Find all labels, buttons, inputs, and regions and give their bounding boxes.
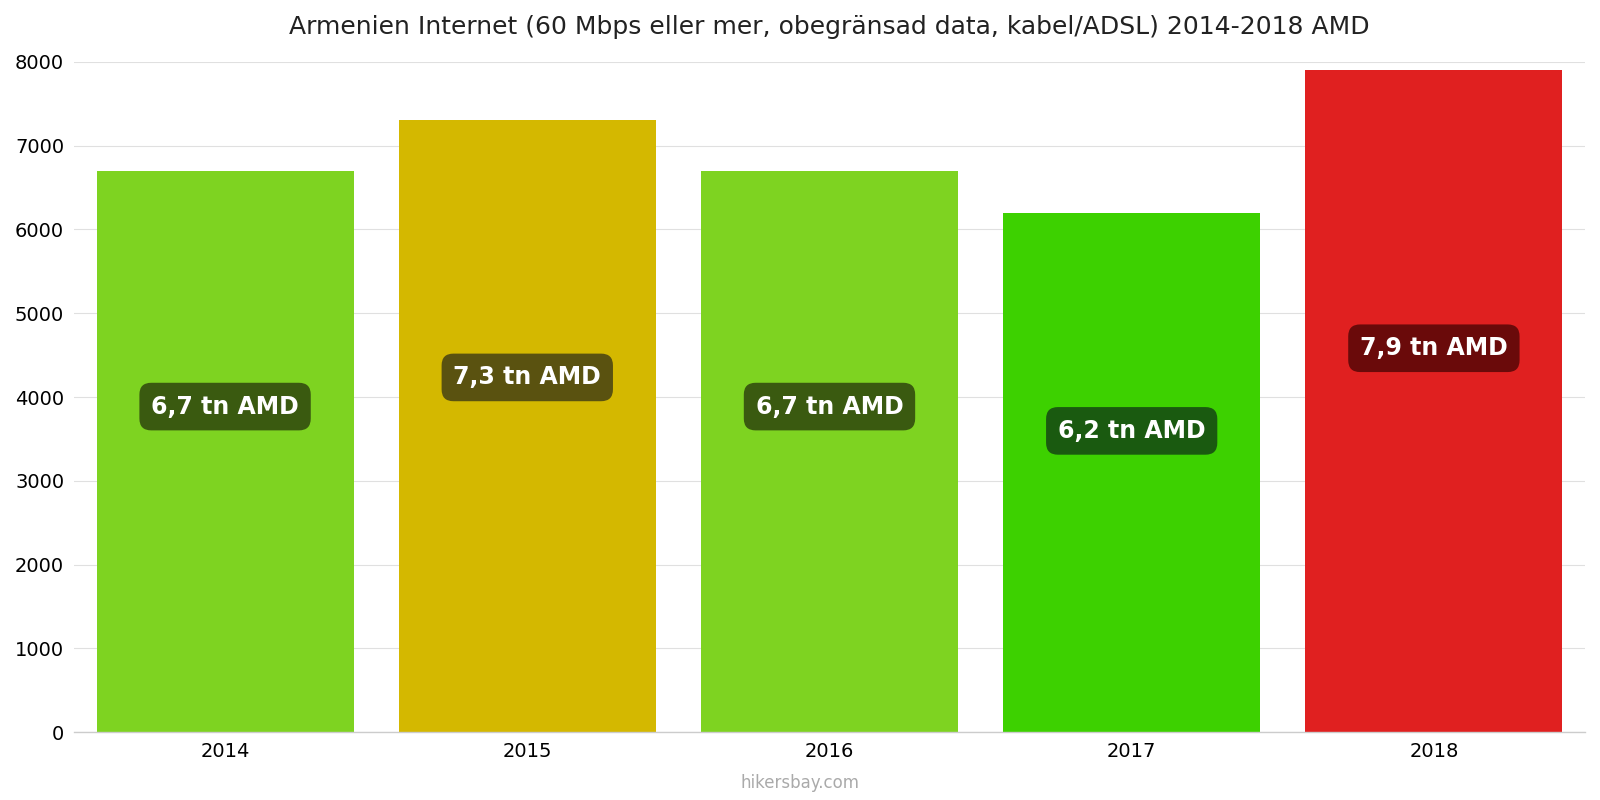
Bar — [96, 170, 354, 732]
Text: 7,9 tn AMD: 7,9 tn AMD — [1360, 336, 1507, 360]
Bar — [1003, 213, 1261, 732]
Title: Armenien Internet (60 Mbps eller mer, obegränsad data, kabel/ADSL) 2014-2018 AMD: Armenien Internet (60 Mbps eller mer, ob… — [290, 15, 1370, 39]
Text: 7,3 tn AMD: 7,3 tn AMD — [453, 366, 602, 390]
Text: 6,2 tn AMD: 6,2 tn AMD — [1058, 419, 1205, 443]
Text: 6,7 tn AMD: 6,7 tn AMD — [755, 394, 904, 418]
Bar — [701, 170, 958, 732]
Text: hikersbay.com: hikersbay.com — [741, 774, 859, 792]
Bar — [1306, 70, 1562, 732]
Text: 6,7 tn AMD: 6,7 tn AMD — [152, 394, 299, 418]
Bar — [398, 121, 656, 732]
